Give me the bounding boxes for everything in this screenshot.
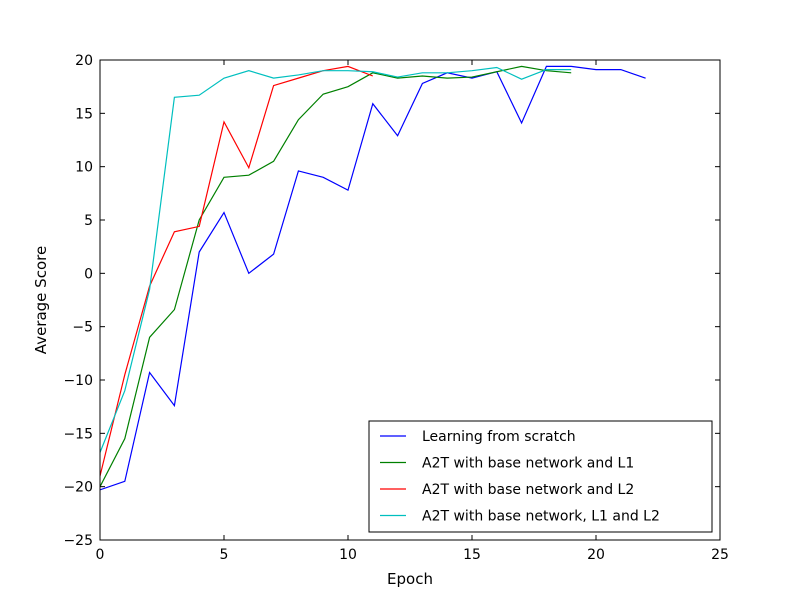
x-tick-label: 0 (96, 547, 105, 563)
series-line-2 (100, 65, 374, 477)
legend: Learning from scratch A2T with base netwo… (368, 420, 713, 533)
series-line-3 (100, 66, 572, 453)
y-tick-label: −5 (72, 320, 93, 336)
y-tick-label: 15 (75, 106, 93, 122)
legend-label-0: Learning from scratch (422, 429, 576, 445)
x-tick-label: 20 (587, 547, 605, 563)
x-tick-label: 25 (711, 547, 729, 563)
x-tick-label: 15 (463, 547, 481, 563)
y-tick-label: 5 (84, 213, 93, 229)
y-tick-label: −20 (63, 480, 93, 496)
plot-lines (100, 65, 646, 491)
legend-box (368, 420, 713, 533)
plot-frame (99, 59, 721, 541)
legend-label-1: A2T with base network and L1 (422, 456, 634, 472)
y-tick-label: 20 (75, 53, 93, 69)
x-axis-label: Epoch (387, 570, 433, 588)
y-tick-label: −10 (63, 373, 93, 389)
y-axis-label: Average Score (32, 246, 50, 354)
x-tick-label: 5 (220, 547, 229, 563)
series-line-0 (100, 65, 646, 491)
legend-label-3: A2T with base network, L1 and L2 (422, 509, 660, 525)
axis-ticks: 0 5 10 15 20 25 −25 −20 −15 −10 −5 0 5 10 15 20 (63, 53, 728, 563)
x-tick-label: 10 (339, 547, 357, 563)
y-tick-label: 0 (84, 266, 93, 282)
y-tick-label: −15 (63, 426, 93, 442)
y-tick-label: −25 (63, 533, 93, 549)
legend-label-2: A2T with base network and L2 (422, 482, 634, 498)
y-tick-label: 10 (75, 160, 93, 176)
series-line-1 (100, 65, 572, 487)
